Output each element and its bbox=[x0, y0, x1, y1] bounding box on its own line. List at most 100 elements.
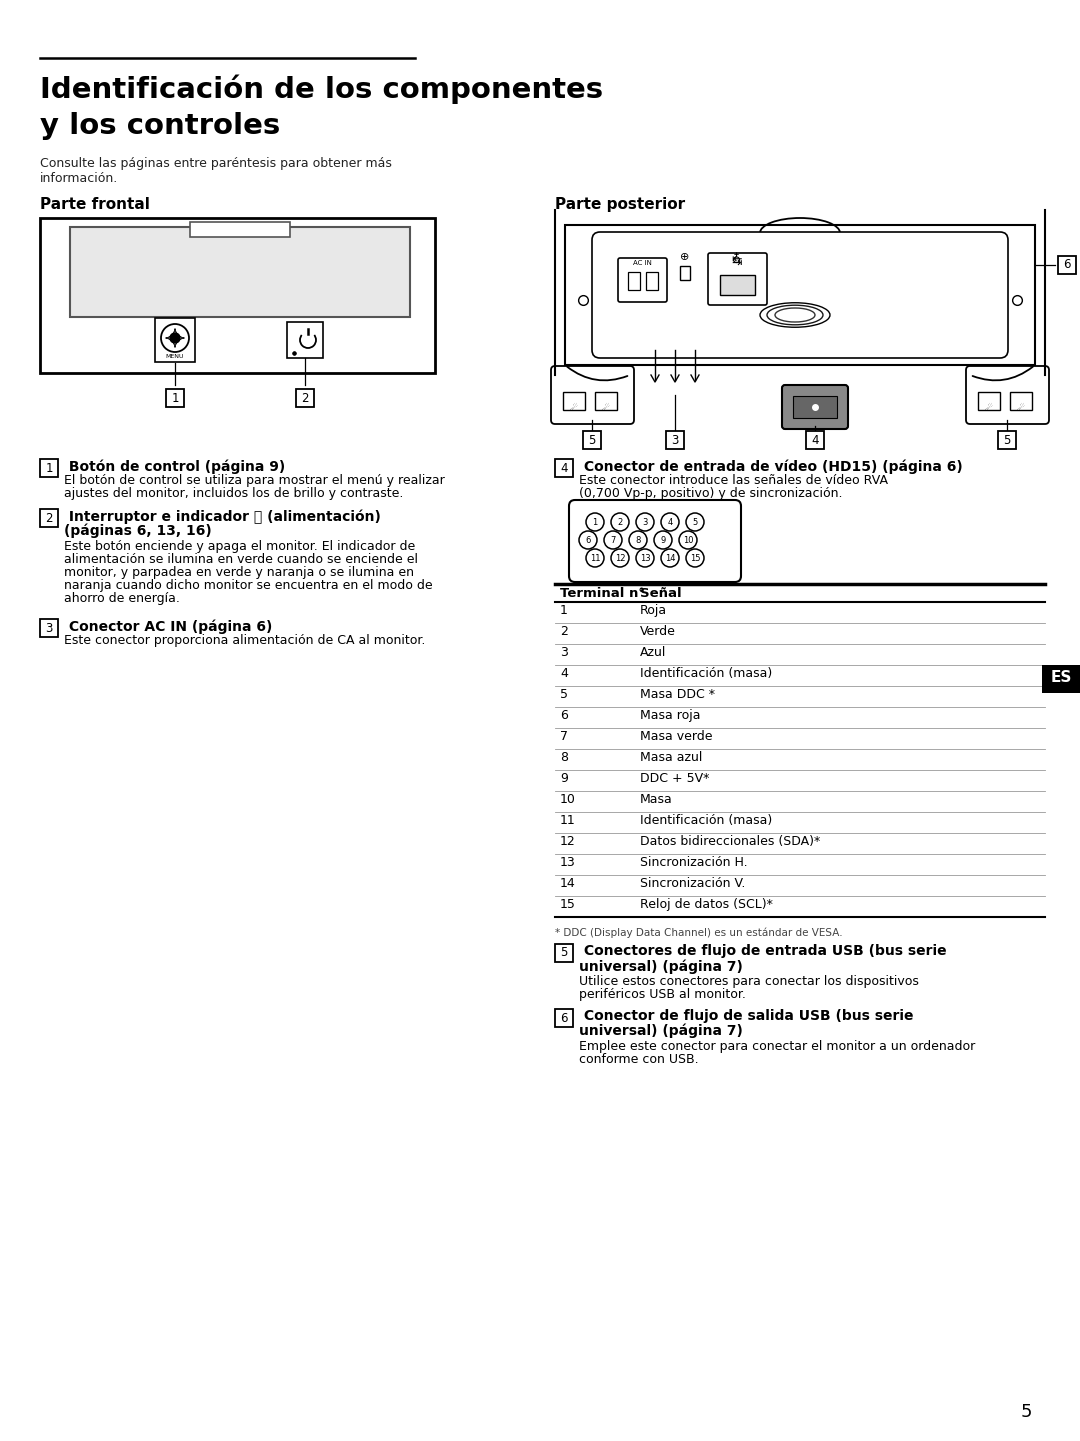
Text: ES: ES bbox=[1051, 670, 1071, 686]
FancyBboxPatch shape bbox=[708, 254, 767, 305]
Text: ↹: ↹ bbox=[732, 255, 742, 268]
Text: Roja: Roja bbox=[640, 604, 667, 617]
Circle shape bbox=[170, 333, 180, 343]
Bar bbox=[1010, 392, 1032, 411]
Text: 14: 14 bbox=[665, 553, 675, 563]
Text: Reloj de datos (SCL)*: Reloj de datos (SCL)* bbox=[640, 898, 773, 911]
FancyBboxPatch shape bbox=[592, 232, 1008, 357]
Text: 5: 5 bbox=[561, 947, 568, 960]
Text: 3: 3 bbox=[672, 434, 678, 447]
Text: Este conector proporciona alimentación de CA al monitor.: Este conector proporciona alimentación d… bbox=[64, 634, 426, 647]
Text: 7: 7 bbox=[610, 536, 616, 545]
Text: 1: 1 bbox=[561, 604, 568, 617]
Text: 8: 8 bbox=[561, 751, 568, 764]
Text: naranja cuando dicho monitor se encuentra en el modo de: naranja cuando dicho monitor se encuentr… bbox=[64, 579, 433, 592]
Text: Conector AC IN (página 6): Conector AC IN (página 6) bbox=[64, 620, 272, 634]
Bar bbox=[555, 460, 573, 477]
Text: Conector de flujo de salida USB (bus serie: Conector de flujo de salida USB (bus ser… bbox=[579, 1009, 914, 1023]
Bar bbox=[70, 228, 410, 317]
Text: 2: 2 bbox=[561, 625, 568, 638]
Text: 12: 12 bbox=[561, 834, 576, 847]
Text: 1: 1 bbox=[45, 461, 53, 474]
Text: 4: 4 bbox=[811, 434, 819, 447]
Text: Parte frontal: Parte frontal bbox=[40, 197, 150, 212]
Bar bbox=[166, 389, 184, 406]
Text: 5: 5 bbox=[589, 434, 596, 447]
Text: El botón de control se utiliza para mostrar el menú y realizar: El botón de control se utiliza para most… bbox=[64, 474, 445, 487]
Text: monitor, y parpadea en verde y naranja o se ilumina en: monitor, y parpadea en verde y naranja o… bbox=[64, 566, 414, 579]
Text: AC IN: AC IN bbox=[633, 259, 651, 267]
Text: DDC + 5V*: DDC + 5V* bbox=[640, 772, 710, 785]
Text: ♁: ♁ bbox=[732, 254, 742, 267]
Text: 1: 1 bbox=[592, 517, 597, 527]
Text: 9: 9 bbox=[660, 536, 665, 545]
Text: Masa azul: Masa azul bbox=[640, 751, 702, 764]
Text: ☄: ☄ bbox=[570, 403, 578, 414]
Text: 6: 6 bbox=[585, 536, 591, 545]
Text: Masa roja: Masa roja bbox=[640, 709, 701, 722]
Bar bbox=[595, 392, 617, 411]
Text: universal) (página 7): universal) (página 7) bbox=[579, 960, 743, 974]
Text: 5: 5 bbox=[692, 517, 698, 527]
Text: ☄: ☄ bbox=[1017, 403, 1025, 414]
Text: conforme con USB.: conforme con USB. bbox=[579, 1053, 699, 1066]
Text: 4: 4 bbox=[561, 461, 568, 474]
Text: 2: 2 bbox=[618, 517, 623, 527]
Text: 15: 15 bbox=[690, 553, 700, 563]
Text: ☄: ☄ bbox=[602, 403, 610, 414]
Text: Identificación de los componentes: Identificación de los componentes bbox=[40, 75, 603, 105]
Bar bbox=[296, 389, 314, 406]
Bar bbox=[555, 944, 573, 963]
Bar bbox=[720, 275, 755, 295]
Text: 13: 13 bbox=[561, 856, 576, 869]
Text: MENU: MENU bbox=[165, 354, 185, 359]
Bar bbox=[40, 509, 58, 527]
Text: ☄: ☄ bbox=[985, 403, 994, 414]
Bar bbox=[680, 267, 690, 280]
Bar bbox=[40, 460, 58, 477]
Text: 11: 11 bbox=[561, 814, 576, 827]
Text: Sincronización H.: Sincronización H. bbox=[640, 856, 747, 869]
Text: 5: 5 bbox=[1003, 434, 1011, 447]
Bar bbox=[1058, 256, 1076, 274]
Text: ahorro de energía.: ahorro de energía. bbox=[64, 592, 180, 605]
Bar bbox=[40, 218, 435, 373]
FancyBboxPatch shape bbox=[782, 385, 848, 429]
Text: 2: 2 bbox=[301, 392, 309, 405]
Bar bbox=[287, 321, 323, 357]
Text: 3: 3 bbox=[561, 646, 568, 659]
Text: 5: 5 bbox=[1021, 1404, 1031, 1421]
FancyBboxPatch shape bbox=[966, 366, 1049, 424]
Text: 3: 3 bbox=[45, 621, 53, 634]
Text: 5: 5 bbox=[561, 687, 568, 700]
Text: 3: 3 bbox=[643, 517, 648, 527]
Text: 14: 14 bbox=[561, 878, 576, 891]
Text: 10: 10 bbox=[683, 536, 693, 545]
Text: 1: 1 bbox=[172, 392, 179, 405]
Bar bbox=[806, 431, 824, 450]
Bar bbox=[793, 396, 837, 418]
Text: 13: 13 bbox=[639, 553, 650, 563]
Text: Sincronización V.: Sincronización V. bbox=[640, 878, 745, 891]
Bar bbox=[565, 225, 1035, 365]
Text: Conector de entrada de vídeo (HD15) (página 6): Conector de entrada de vídeo (HD15) (pág… bbox=[579, 460, 962, 474]
Text: Interruptor e indicador ⏻ (alimentación): Interruptor e indicador ⏻ (alimentación) bbox=[64, 509, 381, 523]
Text: 4: 4 bbox=[561, 667, 568, 680]
Text: Masa: Masa bbox=[640, 793, 673, 806]
Text: * DDC (Display Data Channel) es un estándar de VESA.: * DDC (Display Data Channel) es un están… bbox=[555, 928, 842, 938]
Text: 9: 9 bbox=[561, 772, 568, 785]
Text: Verde: Verde bbox=[640, 625, 676, 638]
Text: información.: información. bbox=[40, 171, 118, 184]
Bar bbox=[190, 222, 291, 236]
Text: Parte posterior: Parte posterior bbox=[555, 197, 685, 212]
Text: (0,700 Vp-p, positivo) y de sincronización.: (0,700 Vp-p, positivo) y de sincronizaci… bbox=[579, 487, 842, 500]
Text: Consulte las páginas entre paréntesis para obtener más: Consulte las páginas entre paréntesis pa… bbox=[40, 157, 392, 170]
Text: Masa DDC *: Masa DDC * bbox=[640, 687, 715, 700]
FancyBboxPatch shape bbox=[618, 258, 667, 303]
Text: Botón de control (página 9): Botón de control (página 9) bbox=[64, 460, 285, 474]
Bar bbox=[998, 431, 1016, 450]
Text: Identificación (masa): Identificación (masa) bbox=[640, 667, 772, 680]
Text: Datos bidireccionales (SDA)*: Datos bidireccionales (SDA)* bbox=[640, 834, 820, 847]
Text: y los controles: y los controles bbox=[40, 112, 280, 140]
Text: ajustes del monitor, incluidos los de brillo y contraste.: ajustes del monitor, incluidos los de br… bbox=[64, 487, 403, 500]
